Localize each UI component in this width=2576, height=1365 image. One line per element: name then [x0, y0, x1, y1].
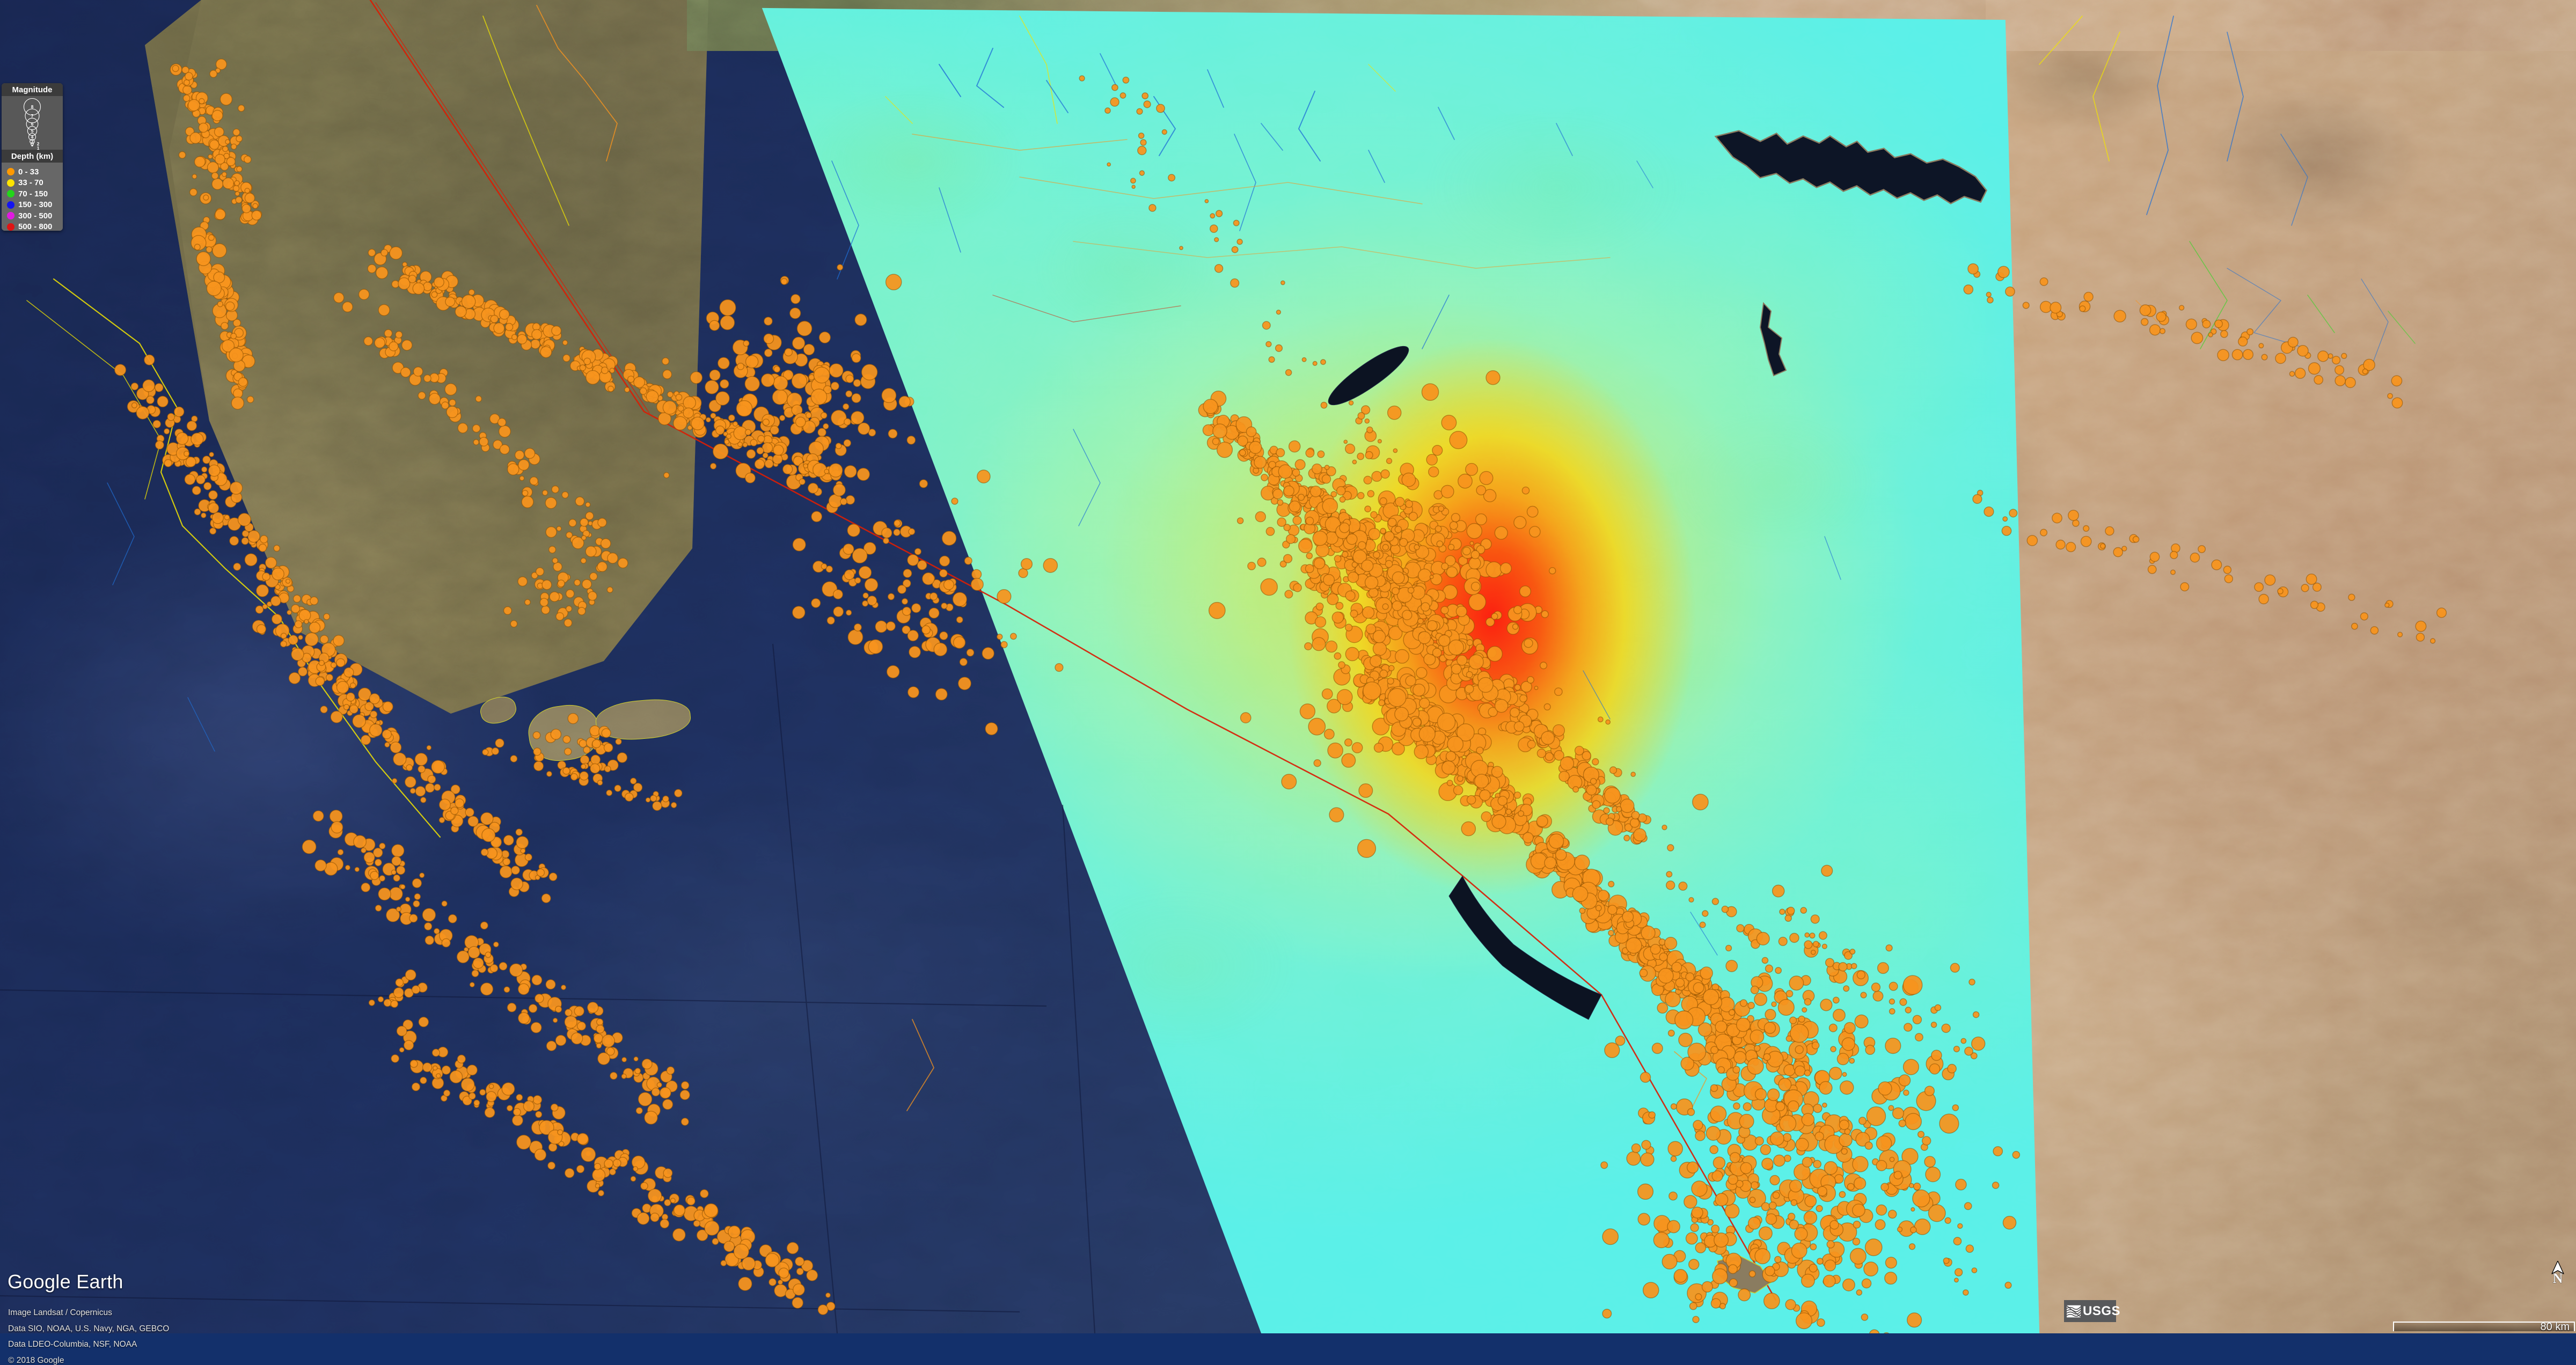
svg-text:N: N [2553, 1271, 2563, 1283]
